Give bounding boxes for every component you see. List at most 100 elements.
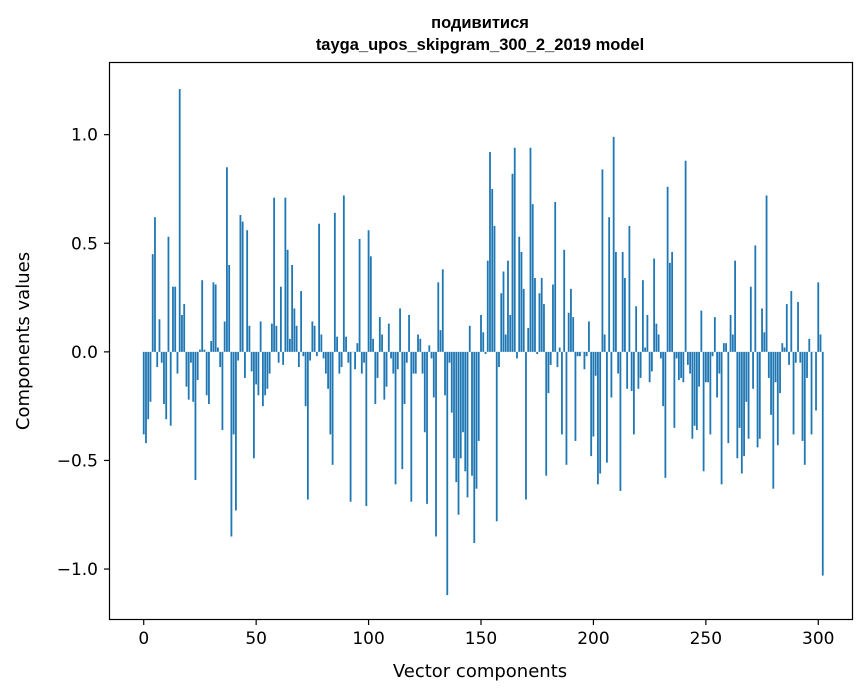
bar xyxy=(610,351,613,398)
bar xyxy=(592,351,595,437)
bar xyxy=(340,351,343,368)
bar xyxy=(729,314,732,352)
bar xyxy=(520,251,523,352)
bar xyxy=(522,288,525,352)
bar xyxy=(772,351,775,489)
x-axis-label: Vector components xyxy=(393,661,567,682)
bar xyxy=(552,284,554,352)
bar xyxy=(628,225,631,352)
bar xyxy=(624,278,626,352)
bar xyxy=(385,351,388,387)
bar xyxy=(145,351,147,444)
bar xyxy=(482,332,485,352)
bar xyxy=(655,323,658,352)
bar xyxy=(803,351,806,465)
bar xyxy=(372,338,374,352)
bar xyxy=(313,325,316,352)
y-tick-label: 0.5 xyxy=(71,234,98,254)
bar xyxy=(480,314,482,352)
bar xyxy=(246,230,249,352)
bar xyxy=(659,351,662,359)
bar xyxy=(695,351,698,431)
bar xyxy=(444,351,446,396)
bar xyxy=(163,351,165,404)
bar xyxy=(214,284,217,352)
bar xyxy=(738,351,741,428)
bar xyxy=(770,351,772,415)
bar xyxy=(601,169,604,352)
bar xyxy=(441,269,444,352)
bar xyxy=(615,251,617,352)
bar xyxy=(286,249,289,352)
bar xyxy=(671,251,674,352)
bar xyxy=(396,351,399,370)
bar xyxy=(288,338,291,352)
bar xyxy=(673,351,676,428)
bar xyxy=(421,351,424,374)
bar xyxy=(558,347,561,352)
bar xyxy=(250,351,253,372)
bar xyxy=(217,347,219,352)
bar xyxy=(689,351,692,374)
bar xyxy=(268,351,271,374)
bar xyxy=(367,230,370,352)
bar xyxy=(284,197,287,352)
bar xyxy=(201,280,204,352)
bar xyxy=(327,351,329,389)
bar xyxy=(736,351,739,459)
bar xyxy=(590,351,593,457)
bar xyxy=(450,351,453,413)
bar xyxy=(693,351,696,426)
bar xyxy=(457,351,460,515)
bar xyxy=(311,321,314,352)
bar xyxy=(230,351,233,537)
bar xyxy=(516,351,518,359)
bar xyxy=(518,236,521,352)
bar xyxy=(504,334,507,352)
bar xyxy=(603,334,606,352)
bar xyxy=(219,351,222,368)
bar xyxy=(435,351,437,537)
bar xyxy=(608,217,611,352)
bar xyxy=(408,314,410,352)
bar xyxy=(754,245,757,352)
bar xyxy=(275,325,278,352)
bar xyxy=(448,351,451,363)
bar xyxy=(477,351,480,441)
bar xyxy=(725,343,727,352)
bar xyxy=(190,351,192,363)
bar xyxy=(743,351,745,457)
bar xyxy=(509,314,512,352)
bar xyxy=(178,89,181,352)
y-tick-label: 1.0 xyxy=(71,126,98,146)
bar xyxy=(704,351,707,383)
bar xyxy=(545,351,548,476)
bar xyxy=(794,351,797,363)
bar xyxy=(502,271,505,352)
bar xyxy=(779,351,781,394)
bar xyxy=(410,351,413,502)
bar xyxy=(579,351,581,357)
y-tick-label: −1.0 xyxy=(57,560,98,580)
bar xyxy=(405,351,408,363)
bar xyxy=(196,351,199,381)
bar xyxy=(471,351,473,476)
bar xyxy=(626,351,629,389)
bar xyxy=(680,351,683,378)
bar xyxy=(563,249,566,352)
bar xyxy=(324,351,327,374)
bar xyxy=(297,351,300,368)
bar xyxy=(333,212,336,352)
bar xyxy=(320,334,323,352)
bar xyxy=(172,286,174,352)
bar xyxy=(306,351,309,500)
bar xyxy=(428,345,431,352)
bar xyxy=(612,136,615,352)
bar xyxy=(619,351,622,491)
bar xyxy=(531,204,534,352)
bar xyxy=(572,317,575,352)
bar xyxy=(734,260,736,352)
bar xyxy=(507,260,509,352)
bar xyxy=(302,351,305,357)
bar xyxy=(500,293,503,352)
